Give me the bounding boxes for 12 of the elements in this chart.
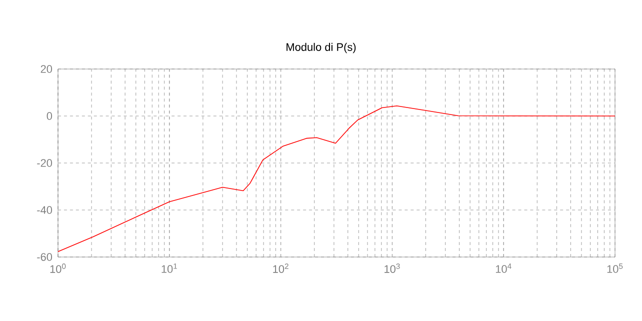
y-tick-label: 20 (40, 65, 52, 73)
x-tick-label: 10$^{4}$ (496, 264, 512, 273)
y-tick-label: 0 (46, 112, 52, 120)
chart-title: Modulo di P(s) (286, 42, 356, 54)
x-tick-label: 10$^{1}$ (162, 264, 178, 273)
y-tick-label: -20 (37, 159, 52, 167)
x-tick-label: 10$^{0}$ (50, 264, 66, 273)
x-tick-label: 10$^{2}$ (273, 264, 288, 273)
x-tick-label: 10$^{5}$ (607, 264, 623, 273)
y-tick-label: -60 (37, 253, 52, 261)
x-tick-label: 10$^{3}$ (384, 264, 400, 273)
y-tick-label: -40 (37, 206, 52, 214)
